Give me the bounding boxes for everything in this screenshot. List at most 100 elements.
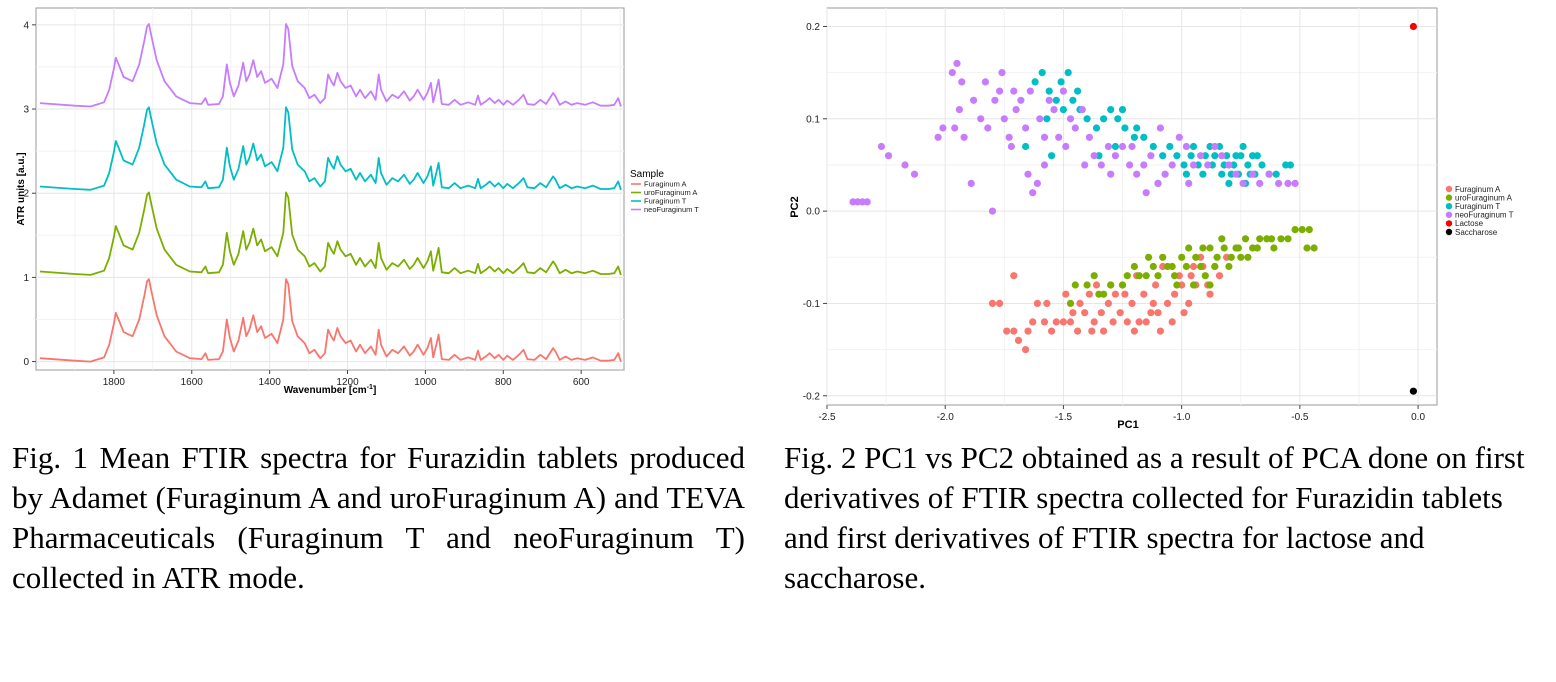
figure-1-caption: Fig. 1 Mean FTIR spectra for Furazidin t…: [12, 440, 745, 595]
point-neofuraginum-t: [1185, 179, 1193, 187]
point-furaginum-a: [1185, 299, 1193, 307]
y-tick-label: -0.2: [803, 391, 821, 402]
point-neofuraginum-t: [1066, 115, 1075, 123]
point-furaginum-t: [1069, 96, 1077, 104]
point-neofuraginum-t: [877, 142, 885, 151]
legend-item-label: Lactose: [1455, 219, 1484, 228]
point-furaginum-a: [1180, 309, 1188, 317]
point-urofuraginum-a: [1199, 244, 1207, 252]
point-neofuraginum-t: [1078, 106, 1086, 114]
y-axis-label: PC2: [789, 196, 801, 217]
point-urofuraginum-a: [1256, 235, 1264, 243]
figure-2: -2.5 -2.0 -1.5 -1.0 -0.5 0.0 -0.2 -0.1 0.0 0.1 0.…: [772, 0, 1556, 431]
x-tick-label: -0.5: [1291, 412, 1309, 423]
point-neofuraginum-t: [1040, 133, 1049, 141]
legend-swatch: [1445, 194, 1453, 201]
point-furaginum-t: [1159, 152, 1167, 160]
point-urofuraginum-a: [1298, 226, 1306, 234]
point-neofuraginum-t: [1147, 152, 1155, 160]
point-urofuraginum-a: [1130, 262, 1138, 271]
point-neofuraginum-t: [1265, 170, 1273, 178]
point-neofuraginum-t: [1291, 179, 1299, 187]
point-urofuraginum-a: [1182, 262, 1190, 271]
x-tick-label: -2.0: [937, 412, 955, 423]
figure-2-caption: Fig. 2 PC1 vs PC2 obtained as a result o…: [784, 440, 1525, 595]
y-tick-label: 0: [23, 357, 29, 368]
point-neofuraginum-t: [1133, 170, 1141, 178]
point-neofuraginum-t: [991, 96, 999, 104]
point-neofuraginum-t: [1040, 161, 1049, 169]
point-urofuraginum-a: [1310, 244, 1318, 252]
point-furaginum-t: [1211, 152, 1219, 160]
point-neofuraginum-t: [955, 106, 963, 114]
point-furaginum-a: [1121, 290, 1129, 298]
point-neofuraginum-t: [1097, 161, 1105, 169]
point-neofuraginum-t: [884, 152, 893, 160]
point-neofuraginum-t: [1175, 133, 1183, 141]
point-furaginum-a: [1092, 281, 1101, 289]
point-neofuraginum-t: [1239, 179, 1247, 187]
point-furaginum-a: [1090, 318, 1098, 326]
point-furaginum-a: [1043, 299, 1051, 307]
point-neofuraginum-t: [1005, 133, 1013, 141]
point-urofuraginum-a: [1159, 253, 1167, 261]
point-furaginum-t: [1244, 161, 1252, 169]
point-furaginum-t: [1286, 161, 1294, 169]
point-neofuraginum-t: [1000, 115, 1008, 123]
series-line-furaginum-a: [39, 278, 622, 363]
x-tick-label: 1000: [414, 377, 437, 388]
point-furaginum-a: [1100, 327, 1108, 335]
point-furaginum-t: [1199, 170, 1207, 178]
point-neofuraginum-t: [984, 124, 992, 132]
point-furaginum-a: [1140, 290, 1148, 298]
point-furaginum-t: [1149, 142, 1157, 151]
point-urofuraginum-a: [1225, 262, 1233, 271]
ftir-spectra-chart: 1800 1600 1400 1200 1000 800 600 0 1 2 3 4 Wavenum…: [16, 7, 699, 396]
point-furaginum-a: [1128, 299, 1136, 307]
point-neofuraginum-t: [981, 78, 989, 86]
point-furaginum-t: [1043, 115, 1051, 123]
point-furaginum-t: [1083, 115, 1091, 123]
x-tick-label: 600: [573, 377, 590, 388]
legend-swatch: [1445, 203, 1453, 210]
point-furaginum-a: [1029, 318, 1037, 326]
point-urofuraginum-a: [1071, 281, 1079, 289]
point-furaginum-t: [1059, 106, 1067, 114]
x-tick-label: 1200: [336, 377, 359, 388]
point-urofuraginum-a: [1090, 272, 1098, 280]
point-furaginum-t: [1022, 142, 1030, 151]
point-furaginum-a: [1040, 318, 1049, 326]
point-urofuraginum-a: [1135, 272, 1143, 280]
point-furaginum-a: [996, 299, 1004, 307]
point-furaginum-t: [1038, 69, 1046, 77]
legend-item-label: Furaginum T: [644, 197, 687, 206]
legend-item-label: uroFuraginum A: [644, 188, 697, 197]
point-neofuraginum-t: [1211, 142, 1219, 151]
point-neofuraginum-t: [1071, 124, 1079, 132]
point-neofuraginum-t: [1225, 161, 1233, 169]
point-neofuraginum-t: [1161, 170, 1169, 178]
point-neofuraginum-t: [1126, 161, 1134, 169]
point-furaginum-a: [1154, 309, 1162, 317]
point-furaginum-t: [1121, 124, 1129, 132]
point-neofuraginum-t: [1111, 152, 1119, 160]
legend-swatch: [1445, 211, 1453, 218]
point-furaginum-a: [1116, 309, 1124, 317]
point-furaginum-t: [1092, 124, 1101, 132]
point-urofuraginum-a: [1232, 244, 1240, 252]
point-neofuraginum-t: [1284, 179, 1292, 187]
point-neofuraginum-t: [960, 133, 968, 141]
point-furaginum-a: [1135, 318, 1143, 326]
point-furaginum-a: [1052, 318, 1060, 326]
point-furaginum-t: [1107, 106, 1115, 114]
point-furaginum-t: [1187, 152, 1195, 160]
point-furaginum-a: [1085, 290, 1093, 298]
point-urofuraginum-a: [1227, 253, 1235, 261]
x-tick-label: 1600: [181, 377, 204, 388]
point-neofuraginum-t: [910, 170, 919, 178]
y-tick-label: 3: [23, 105, 29, 116]
point-furaginum-t: [1074, 87, 1082, 95]
point-furaginum-a: [1010, 327, 1018, 335]
point-neofuraginum-t: [1189, 161, 1198, 169]
